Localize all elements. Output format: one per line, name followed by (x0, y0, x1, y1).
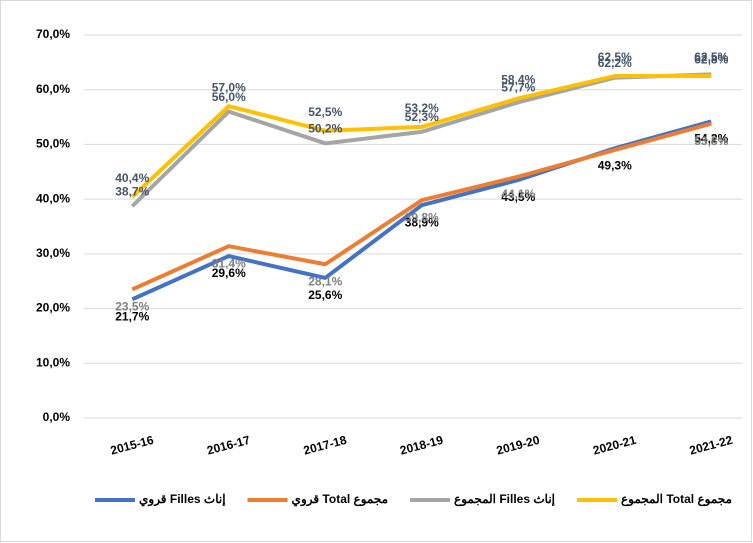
data-label: 53,2% (405, 101, 439, 115)
data-label: 39,8% (405, 210, 439, 224)
y-tick-label: 0,0% (43, 410, 71, 424)
series-line (130, 74, 712, 199)
data-label: 52,3% (405, 110, 439, 124)
legend-label: قروي Filles إناث (139, 492, 226, 507)
data-label: 44,1% (501, 187, 535, 201)
y-tick-label: 70,0% (36, 27, 70, 41)
data-label: 57,7% (501, 80, 535, 94)
y-tick-label: 40,0% (36, 191, 70, 205)
series-line (131, 121, 712, 292)
data-label: 43,5% (501, 190, 535, 204)
data-label: 38,7% (115, 184, 149, 198)
data-label: 58,4% (501, 73, 535, 87)
y-tick-label: 30,0% (36, 246, 70, 260)
data-label: 62,2% (598, 56, 632, 70)
data-label: 53,8% (694, 134, 728, 148)
data-label: 50,2% (308, 122, 342, 136)
legend-label: المجموع Total مجموع (621, 492, 732, 507)
data-label: 38,9% (405, 215, 439, 229)
data-label: 40,4% (115, 171, 149, 185)
data-label: 31,4% (212, 256, 246, 270)
y-tick-label: 60,0% (36, 82, 70, 96)
data-label: 28,1% (308, 274, 342, 288)
data-label: 62,5% (598, 50, 632, 64)
data-label: 21,7% (115, 309, 149, 323)
data-label: 62,8% (694, 53, 728, 67)
data-label: 62,5% (694, 50, 728, 64)
data-label: 56,0% (212, 90, 246, 104)
y-tick-label: 50,0% (36, 137, 70, 151)
legend-label: قروي Total مجموع (292, 492, 388, 507)
data-label: 23,5% (115, 300, 149, 314)
legend-label: المجموع Filles إناث (454, 492, 555, 507)
data-label: 57,0% (212, 80, 246, 94)
data-label: 54,2% (694, 132, 728, 146)
y-tick-label: 20,0% (36, 301, 70, 315)
data-label: 25,6% (308, 288, 342, 302)
data-label: 49,3% (598, 158, 632, 172)
data-label: 29,6% (212, 266, 246, 280)
y-tick-label: 10,0% (36, 355, 70, 369)
data-label: 52,5% (308, 105, 342, 119)
